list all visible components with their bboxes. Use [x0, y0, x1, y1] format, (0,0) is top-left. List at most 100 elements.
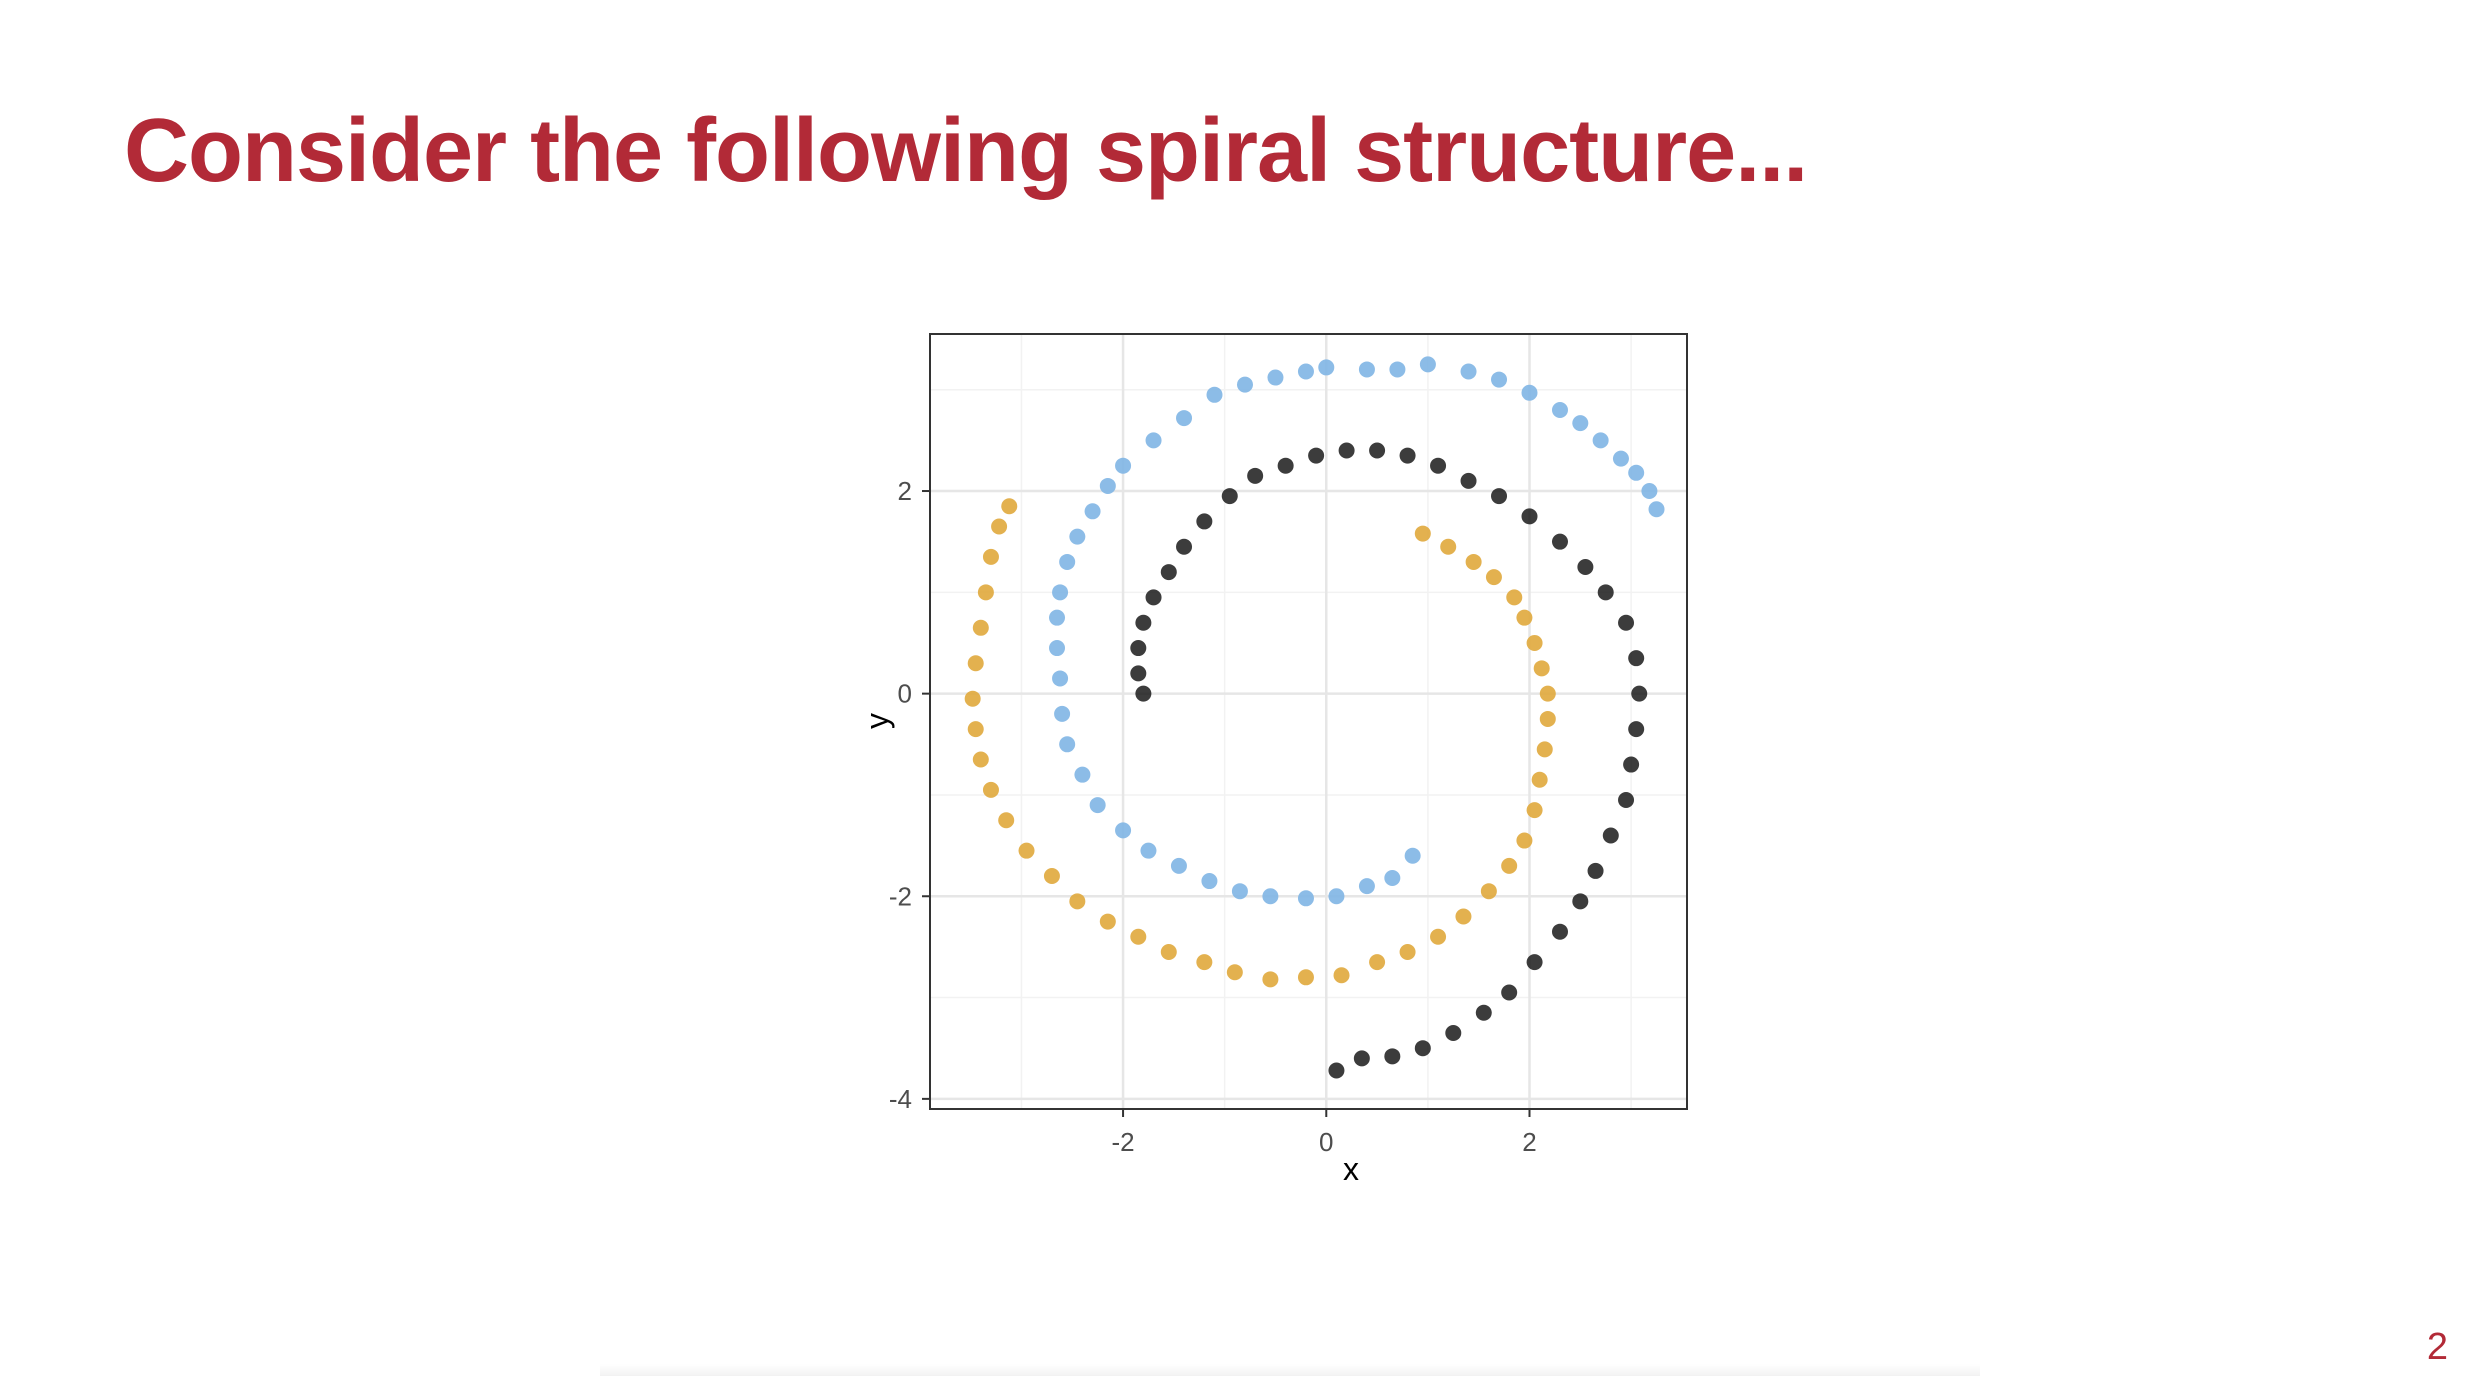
data-point [1160, 943, 1177, 960]
data-point [1597, 584, 1614, 601]
data-point [1501, 984, 1518, 1001]
data-point [972, 751, 989, 768]
data-point [1526, 954, 1543, 971]
data-point [1414, 1040, 1431, 1057]
data-point [1404, 847, 1421, 864]
plot-background [930, 334, 1687, 1109]
data-point [1084, 503, 1101, 520]
data-point [1533, 660, 1550, 677]
data-point [1551, 533, 1568, 550]
data-point [1414, 525, 1431, 542]
data-point [1485, 569, 1502, 586]
data-point [967, 655, 984, 672]
data-point [1226, 964, 1243, 981]
data-point [1297, 363, 1314, 380]
data-point [1491, 371, 1508, 388]
data-point [1160, 564, 1177, 581]
data-point [1384, 1048, 1401, 1065]
data-point [1536, 741, 1553, 758]
y-tick-label: -2 [889, 881, 912, 911]
data-point [1247, 467, 1264, 484]
y-tick-label: 2 [898, 476, 912, 506]
chart-svg: -2 0 2 -4 -2 0 2 x y [859, 333, 1688, 1180]
data-point [1475, 1004, 1492, 1021]
data-point [1297, 890, 1314, 907]
data-point [1176, 538, 1193, 555]
data-point [1539, 710, 1556, 727]
y-tick-label: -4 [889, 1084, 912, 1114]
data-point [1577, 559, 1594, 576]
data-point [1262, 888, 1279, 905]
data-point [1465, 553, 1482, 570]
data-point [1369, 954, 1386, 971]
data-point [1551, 401, 1568, 418]
data-point [1338, 442, 1355, 459]
data-point [1052, 670, 1069, 687]
data-point [1145, 432, 1162, 449]
data-point [1501, 857, 1518, 874]
data-point [1572, 893, 1589, 910]
data-point [1539, 685, 1556, 702]
data-point [1641, 483, 1658, 500]
data-point [1399, 447, 1416, 464]
data-point [1130, 640, 1147, 657]
data-point [1297, 969, 1314, 986]
page-number: 2 [2426, 1326, 2448, 1368]
data-point [1455, 908, 1472, 925]
data-point [1399, 943, 1416, 960]
data-point [1074, 766, 1091, 783]
data-point [1572, 415, 1589, 432]
data-point [1170, 857, 1187, 874]
data-point [1043, 867, 1060, 884]
data-point [1196, 954, 1213, 971]
data-point [1592, 432, 1609, 449]
data-point [1480, 883, 1497, 900]
data-point [1460, 363, 1477, 380]
data-point [1628, 650, 1645, 667]
data-point [1551, 923, 1568, 940]
data-point [964, 690, 981, 707]
data-point [1419, 356, 1436, 373]
data-point [1069, 893, 1086, 910]
data-point [1526, 634, 1543, 651]
data-point [1206, 386, 1223, 403]
data-point [1052, 584, 1069, 601]
data-point [1333, 967, 1350, 984]
data-point [1135, 614, 1152, 631]
spiral-scatter-chart: -2 0 2 -4 -2 0 2 x y [830, 300, 1780, 1180]
data-point [1531, 771, 1548, 788]
data-point [1130, 928, 1147, 945]
x-tick-label: -2 [1111, 1127, 1134, 1157]
data-point [1628, 464, 1645, 481]
y-axis-label: y [859, 713, 895, 729]
data-point [1231, 883, 1248, 900]
data-point [967, 721, 984, 738]
data-point [1196, 513, 1213, 530]
data-point [1587, 862, 1604, 879]
data-point [1602, 827, 1619, 844]
data-point [1236, 376, 1253, 393]
plot-border [929, 333, 1688, 1110]
data-point [982, 548, 999, 565]
data-point [1069, 528, 1086, 545]
data-point [1521, 508, 1538, 525]
data-point [1115, 457, 1132, 474]
data-point [1491, 488, 1508, 505]
data-point [1277, 457, 1294, 474]
data-point [1631, 685, 1648, 702]
data-point [1099, 913, 1116, 930]
data-point [1318, 359, 1335, 376]
data-point [1001, 498, 1018, 515]
x-tick-label: 0 [1319, 1127, 1333, 1157]
y-tick-label: 0 [898, 679, 912, 709]
data-point [1221, 488, 1238, 505]
data-point [1628, 721, 1645, 738]
data-point [998, 812, 1015, 829]
data-point [1358, 361, 1375, 378]
data-point [1521, 384, 1538, 401]
data-point [1618, 792, 1635, 809]
data-point [1135, 685, 1152, 702]
data-point [1506, 589, 1523, 606]
data-points [964, 356, 1665, 1079]
axes: -2 0 2 -4 -2 0 2 [889, 476, 1537, 1157]
